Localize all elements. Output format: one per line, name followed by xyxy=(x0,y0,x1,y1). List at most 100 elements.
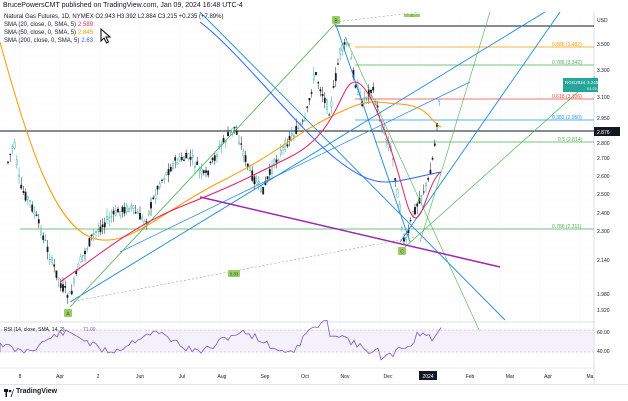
candle-body xyxy=(132,205,135,209)
candle-body xyxy=(154,195,157,199)
time-tick: Feb xyxy=(466,374,475,380)
candle-body xyxy=(420,195,423,197)
candle-body xyxy=(429,169,432,175)
pattern-labels: A B C D 0.83 xyxy=(64,14,420,318)
candle-body xyxy=(42,235,45,240)
price-axis-bg xyxy=(595,12,628,384)
candle-body xyxy=(123,207,126,214)
current-date-badge xyxy=(419,371,437,380)
candle-body xyxy=(64,286,67,288)
candle-body xyxy=(209,161,212,163)
time-tick: 8 xyxy=(19,374,22,380)
candle-body xyxy=(37,219,40,224)
candle-body xyxy=(143,221,146,224)
legend-title: Natural Gas Futures, 1D, NYMEX O2.943 H3… xyxy=(4,14,224,20)
fib-label: 0.786 (2.311) xyxy=(552,224,582,230)
current-price: 3.245 xyxy=(587,80,599,85)
candle-body xyxy=(70,290,73,295)
candlesticks xyxy=(7,37,441,305)
trend-line xyxy=(69,236,416,303)
trend-line xyxy=(199,196,501,268)
rsi-band xyxy=(0,330,594,352)
fib-label: 0.618 (3.106) xyxy=(552,94,582,100)
candle-body xyxy=(433,143,436,146)
candle-body xyxy=(306,106,309,108)
legend-sma50[interactable]: SMA (50, close, 0, SMA, 5) 2.845 xyxy=(4,30,93,36)
candle-body xyxy=(40,227,42,235)
candle-body xyxy=(172,162,174,169)
candle-body xyxy=(400,226,403,230)
candle-body xyxy=(84,250,86,255)
candle-body xyxy=(178,156,181,161)
price-chart[interactable]: 0.886 (3.482) 0.786 (3.342) 0.618 (3.106) 0… xyxy=(0,12,628,384)
candle-body xyxy=(262,186,265,195)
rsi-label: RSI (14, close, SMA, 14, 2) xyxy=(4,327,65,333)
candle-body xyxy=(26,196,29,200)
candle-body xyxy=(409,220,412,222)
candle-body xyxy=(297,127,300,129)
candle-body xyxy=(196,161,199,165)
candle-body xyxy=(301,120,304,122)
trend-line xyxy=(404,71,601,248)
current-price-badge[interactable] xyxy=(563,78,598,92)
rsi-value: 71.09 xyxy=(83,327,96,333)
candle-body xyxy=(15,159,18,165)
price-tick: 3.500 xyxy=(597,42,610,48)
candle-body xyxy=(183,159,185,161)
legend-sma20[interactable]: SMA (20, close, 0, SMA, 5) 2.589 xyxy=(4,22,93,28)
candle-body xyxy=(337,63,339,65)
time-tick: 2024 xyxy=(422,374,433,380)
trend-line xyxy=(334,21,411,243)
time-tick: Ma xyxy=(587,374,594,380)
candle-body xyxy=(257,181,260,184)
candle-body xyxy=(229,131,232,133)
candle-body xyxy=(59,283,62,288)
candle-body xyxy=(365,96,368,99)
candle-body xyxy=(141,216,144,220)
candle-body xyxy=(62,284,64,292)
time-axis[interactable]: 8 Apr 2 Jun Jul Aug Sep Oct Nov Dec 2024 Feb Mar Apr M… xyxy=(0,367,594,380)
candle-body xyxy=(95,231,97,233)
candle-body xyxy=(136,211,139,215)
sma200-label: SMA (200, close, 0, SMA, 5) xyxy=(4,38,80,44)
candle-body xyxy=(268,169,271,175)
candle-body xyxy=(416,203,419,207)
candle-body xyxy=(238,141,240,144)
trend-line xyxy=(344,36,481,333)
candle-body xyxy=(288,135,291,140)
current-time: 01:21:58 xyxy=(587,86,603,91)
fib-label: 0.886 (3.482) xyxy=(552,42,582,48)
candle-body xyxy=(202,170,205,174)
fib-label: 0.5 (2.814) xyxy=(558,137,583,143)
candle-body xyxy=(68,291,71,294)
candle-body xyxy=(427,178,430,180)
candle-body xyxy=(145,221,148,223)
candle-body xyxy=(425,182,427,187)
candle-body xyxy=(134,211,137,214)
candle-body xyxy=(431,157,434,160)
candle-body xyxy=(46,246,49,253)
candle-body xyxy=(403,237,405,242)
price-axis[interactable]: USD 3.500 3.300 3.100 2.950 2.800 2.700 2.600 2.… xyxy=(563,12,628,384)
candle-body xyxy=(323,97,326,103)
candle-body xyxy=(282,145,284,148)
candle-body xyxy=(180,156,183,161)
candle-body xyxy=(66,295,69,298)
candle-body xyxy=(255,181,258,185)
candle-body xyxy=(308,98,311,101)
candle-body xyxy=(227,132,229,137)
legend-sma200[interactable]: SMA (200, close, 0, SMA, 5) 2.63 xyxy=(4,38,93,44)
candle-body xyxy=(57,277,60,280)
candle-body xyxy=(216,154,218,158)
time-tick: Oct xyxy=(301,374,309,380)
candle-body xyxy=(35,214,38,216)
publish-info: BrucePowersCMT published on TradingView.… xyxy=(3,2,243,9)
sma20-value: 2.589 xyxy=(78,22,94,28)
candle-body xyxy=(167,169,170,175)
candle-body xyxy=(169,166,172,172)
price-tick: 2.140 xyxy=(597,258,610,264)
mouse-cursor-icon xyxy=(100,28,112,44)
candle-body xyxy=(24,191,27,201)
candle-body xyxy=(77,263,80,271)
time-tick: Nov xyxy=(341,374,350,380)
